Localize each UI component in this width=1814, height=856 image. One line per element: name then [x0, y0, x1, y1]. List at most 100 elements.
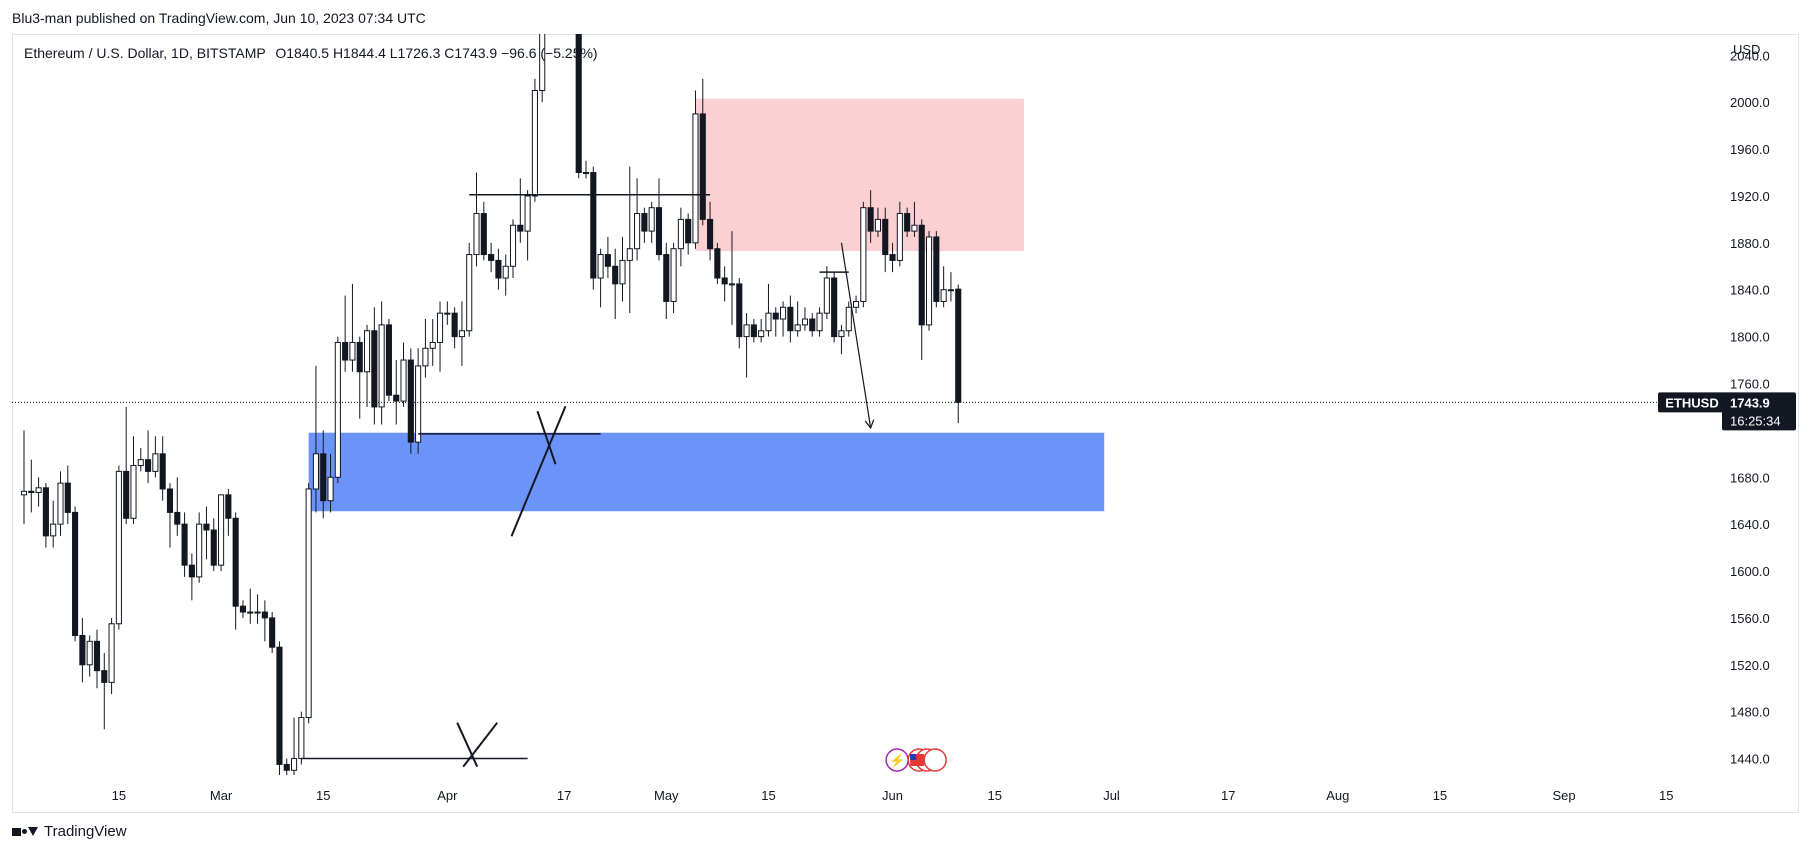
- price-tick-label: 1760.0: [1730, 376, 1770, 391]
- candle-body: [670, 248, 677, 302]
- candle-body: [232, 517, 239, 607]
- currency-label[interactable]: USD: [1733, 42, 1761, 57]
- candle-body: [721, 277, 728, 285]
- candle-body: [400, 359, 407, 402]
- candle-body: [276, 646, 283, 765]
- symbol-name[interactable]: Ethereum / U.S. Dollar, 1D, BITSTAMP: [24, 45, 266, 61]
- arrow-line: [840, 242, 872, 429]
- candle-body: [612, 265, 619, 285]
- candles-layer: [20, 0, 962, 775]
- candle-body: [247, 611, 254, 614]
- candle-body: [904, 213, 911, 232]
- candle-body: [429, 341, 436, 349]
- chart-frame: [12, 34, 1799, 813]
- candle-body: [569, 0, 574, 8]
- candle-body: [823, 277, 830, 314]
- symbol-tag-label: ETHUSD: [1665, 395, 1718, 410]
- candle-body: [896, 213, 903, 261]
- price-tick-label: 2040.0: [1730, 48, 1770, 63]
- candle-body: [663, 254, 670, 302]
- candle-body: [758, 330, 765, 338]
- candle-body: [940, 289, 947, 302]
- cross-mark-icon: [510, 405, 567, 537]
- candle-body: [290, 758, 298, 771]
- candle-body: [101, 670, 108, 683]
- price-tag-value: 1743.9: [1730, 395, 1770, 410]
- candle-body: [562, 0, 567, 8]
- candle-body: [269, 617, 276, 648]
- candle-body: [794, 324, 801, 332]
- candle-body: [597, 254, 604, 279]
- candle-body: [371, 330, 378, 408]
- candle-body: [407, 359, 414, 443]
- footer-brand[interactable]: TradingView: [12, 823, 127, 840]
- time-tick-label: 17: [1221, 788, 1235, 803]
- publisher-line: Blu3-man published on TradingView.com, J…: [12, 10, 426, 26]
- candle-body: [582, 172, 590, 175]
- candle-body: [517, 224, 524, 232]
- candle-body: [918, 224, 925, 326]
- candle-body: [342, 341, 349, 361]
- candle-body: [634, 213, 641, 250]
- candle-body: [860, 207, 867, 302]
- candle-body: [531, 89, 538, 197]
- candle-body: [436, 312, 444, 343]
- candle-body: [181, 523, 188, 566]
- candle-body: [123, 470, 130, 519]
- price-tick-label: 1920.0: [1730, 189, 1770, 204]
- candle-body: [502, 265, 509, 279]
- price-tick-label: 1840.0: [1730, 283, 1770, 298]
- time-tick-label: Sep: [1552, 788, 1575, 803]
- candle-body: [64, 482, 71, 513]
- candle-body: [677, 218, 684, 250]
- candle-body: [218, 494, 225, 566]
- candle-body: [312, 453, 320, 490]
- candle-body: [619, 259, 626, 285]
- candle-body: [203, 523, 210, 531]
- candle-body: [166, 488, 174, 513]
- candle-body: [152, 453, 159, 472]
- candle-body: [575, 34, 582, 174]
- price-tick-label: 1560.0: [1730, 611, 1770, 626]
- candle-body: [685, 218, 692, 244]
- candle-body: [699, 113, 706, 220]
- candle-body: [145, 459, 152, 472]
- candle-body: [707, 218, 714, 250]
- event-flag-icon: [923, 748, 947, 772]
- candle-body: [130, 465, 137, 519]
- candle-body: [488, 254, 495, 261]
- candle-body: [692, 113, 699, 244]
- candle-body: [239, 605, 247, 613]
- candle-body: [772, 312, 779, 320]
- candle-body: [509, 224, 517, 267]
- candle-body: [393, 394, 400, 402]
- candle-body: [137, 459, 144, 467]
- time-tick-label: 15: [1659, 788, 1673, 803]
- price-tick-label: 1600.0: [1730, 564, 1770, 579]
- candle-body: [867, 207, 874, 232]
- candle-body: [728, 283, 736, 286]
- candle-body: [736, 283, 743, 338]
- axes-layer: 2040.0 2000.0 1960.0 1920.0 1880.0 1840.0 1800…: [12, 48, 1796, 803]
- candle-body: [415, 365, 422, 443]
- symbol-tag: [1658, 392, 1726, 413]
- candle-body: [852, 300, 860, 308]
- price-tick-label: 1480.0: [1730, 705, 1770, 720]
- lightning-glyph: ⚡: [889, 753, 905, 769]
- candle-body: [480, 213, 487, 256]
- candle-body: [115, 470, 122, 625]
- candle-body: [831, 277, 838, 338]
- symbol-info[interactable]: Ethereum / U.S. Dollar, 1D, BITSTAMP O18…: [24, 45, 598, 61]
- cross-mark-icon: [462, 722, 499, 768]
- candle-body: [495, 259, 502, 279]
- candle-body: [626, 248, 633, 261]
- candle-body: [655, 207, 663, 256]
- candle-body: [210, 529, 217, 566]
- ohlc-values: O1840.5 H1844.4 L1726.3 C1743.9 −96.6 (−…: [275, 45, 598, 61]
- time-tick-label: Jul: [1103, 788, 1120, 803]
- time-tick-label: 17: [557, 788, 571, 803]
- candle-body: [466, 254, 473, 332]
- cross-mark-icon: [536, 410, 557, 465]
- candle-body: [444, 312, 451, 315]
